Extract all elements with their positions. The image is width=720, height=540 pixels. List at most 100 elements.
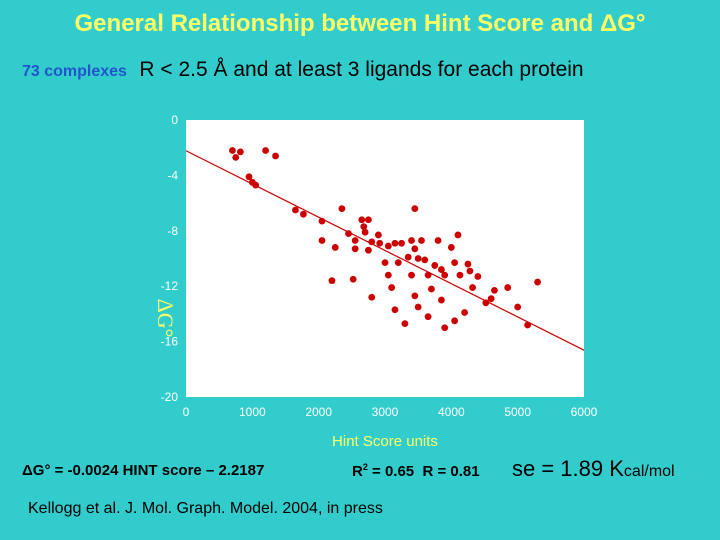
y-axis-ticks: 0 -4 -8 -12 -16 -20 [161, 113, 179, 404]
x-tick-label: 6000 [571, 405, 598, 419]
data-point [384, 242, 392, 250]
data-point [411, 292, 419, 300]
data-point [391, 306, 399, 314]
data-point [464, 260, 472, 268]
data-point [318, 217, 326, 225]
data-point [376, 239, 384, 247]
r-value: R = 0.81 [422, 463, 480, 480]
data-point [447, 244, 455, 251]
data-point [441, 271, 449, 279]
r-squared-prefix: R [352, 463, 363, 480]
data-point [232, 153, 240, 161]
data-point [351, 237, 359, 244]
standard-error-unit: cal/mol [623, 463, 675, 480]
data-point [437, 266, 445, 273]
x-tick-label: 2000 [305, 405, 332, 419]
data-point [384, 271, 392, 279]
data-point [418, 237, 425, 244]
data-point [408, 237, 415, 244]
data-point [300, 210, 307, 218]
subtitle-row: 73 complexes R < 2.5 Å and at least 3 li… [22, 58, 584, 82]
regression-equation: ΔG° = -0.0024 HINT score – 2.2187 [22, 462, 265, 479]
svg-text:ΔG°: ΔG° [153, 299, 178, 338]
slide-title: General Relationship between Hint Score … [74, 10, 646, 37]
y-axis-title-glyph: ΔG° [153, 299, 178, 338]
data-point [514, 303, 522, 311]
data-point [451, 259, 459, 267]
data-point [345, 230, 352, 237]
data-point [451, 317, 459, 325]
data-point [434, 237, 442, 244]
data-point [404, 253, 412, 261]
data-point [381, 259, 389, 267]
data-point [482, 299, 490, 307]
y-tick-label: -12 [161, 279, 179, 293]
data-point [424, 313, 432, 321]
data-point [474, 273, 482, 280]
plot-area [186, 120, 584, 397]
data-point [461, 309, 468, 316]
complexes-count-label: 73 complexes [22, 63, 127, 80]
y-tick-label: -8 [167, 224, 178, 238]
x-tick-label: 1000 [239, 405, 266, 419]
data-point [454, 231, 462, 239]
data-point [408, 271, 415, 279]
data-point [534, 278, 541, 286]
data-point [428, 285, 435, 293]
data-point [338, 205, 346, 213]
data-point [365, 246, 372, 254]
data-point [229, 147, 236, 154]
data-point [318, 237, 326, 244]
data-point [388, 284, 396, 291]
data-point [391, 239, 399, 247]
data-point [272, 152, 279, 160]
r-squared-value: = 0.65 [367, 463, 415, 480]
data-point [414, 303, 422, 311]
data-point [368, 238, 376, 246]
data-point [328, 277, 336, 285]
standard-error-value: se = 1.89 K [512, 456, 624, 481]
data-point [358, 216, 366, 224]
data-point [236, 148, 244, 156]
y-tick-label: 0 [171, 113, 178, 127]
x-tick-label: 3000 [372, 405, 399, 419]
x-axis-title: Hint Score units [332, 433, 438, 450]
y-tick-label: -4 [167, 168, 178, 182]
data-point [262, 147, 269, 154]
citation: Kellogg et al. J. Mol. Graph. Model. 200… [28, 500, 383, 517]
data-point [414, 255, 422, 262]
data-point [349, 275, 357, 283]
data-point [401, 320, 409, 327]
data-point [411, 245, 419, 253]
standard-error: se = 1.89 Kcal/mol [512, 456, 675, 482]
data-point [351, 245, 359, 253]
data-point [394, 259, 402, 267]
data-point [252, 181, 260, 189]
selection-criteria-label: R < 2.5 Å and at least 3 ligands for eac… [139, 58, 584, 81]
data-point [524, 321, 532, 329]
data-point [466, 267, 474, 275]
data-point [487, 295, 495, 303]
correlation-stats: R2 = 0.65 R = 0.81 [352, 462, 480, 480]
x-tick-label: 0 [183, 405, 190, 419]
data-point [361, 228, 369, 236]
x-axis-ticks: 0 1000 2000 3000 4000 5000 6000 [183, 405, 598, 419]
x-tick-label: 4000 [438, 405, 465, 419]
data-point [469, 284, 476, 291]
y-tick-label: -16 [161, 335, 179, 349]
data-point [411, 205, 419, 213]
r-squared-exponent: 2 [362, 462, 368, 472]
data-point [431, 262, 439, 269]
data-point [368, 293, 376, 301]
y-tick-label: -20 [161, 390, 179, 404]
data-point [421, 256, 429, 264]
data-points [229, 147, 541, 332]
data-point [360, 223, 368, 231]
data-point [437, 296, 445, 304]
data-point [456, 271, 464, 279]
data-point [245, 173, 253, 181]
data-point [424, 271, 432, 279]
x-tick-label: 5000 [504, 405, 531, 419]
data-point [441, 324, 449, 332]
